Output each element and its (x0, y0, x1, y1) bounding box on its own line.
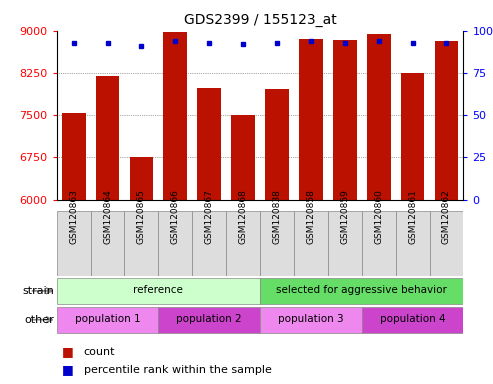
Bar (362, 211, 395, 276)
Text: strain: strain (22, 286, 54, 296)
Bar (328, 211, 362, 276)
Text: GSM120861: GSM120861 (408, 189, 417, 244)
Text: GSM120859: GSM120859 (340, 189, 350, 244)
Bar (57, 278, 260, 304)
Text: population 4: population 4 (380, 314, 445, 324)
Text: GSM120858: GSM120858 (306, 189, 316, 244)
Bar (265, 89, 289, 200)
Text: GSM120866: GSM120866 (171, 189, 180, 244)
Bar (158, 211, 192, 276)
Bar (429, 211, 463, 276)
Bar (362, 307, 463, 333)
Bar (226, 211, 260, 276)
Text: percentile rank within the sample: percentile rank within the sample (84, 365, 272, 375)
Bar (158, 307, 260, 333)
Text: GSM120863: GSM120863 (69, 189, 78, 244)
Text: GSM120860: GSM120860 (374, 189, 383, 244)
Text: GSM120868: GSM120868 (239, 189, 247, 244)
Text: ■: ■ (62, 345, 73, 358)
Text: GSM120862: GSM120862 (442, 189, 451, 244)
Bar (57, 211, 91, 276)
Bar (260, 307, 362, 333)
Text: population 1: population 1 (75, 314, 141, 324)
Bar (294, 211, 328, 276)
Bar (130, 157, 153, 200)
Bar (435, 41, 458, 200)
Text: GSM120838: GSM120838 (273, 189, 282, 244)
Text: selected for aggressive behavior: selected for aggressive behavior (276, 285, 447, 295)
Title: GDS2399 / 155123_at: GDS2399 / 155123_at (184, 13, 336, 27)
Bar (299, 39, 323, 200)
Bar (395, 211, 429, 276)
Bar (96, 76, 119, 200)
Bar (401, 73, 424, 200)
Bar (91, 211, 124, 276)
Bar (197, 88, 221, 200)
Text: GSM120864: GSM120864 (103, 189, 112, 244)
Bar (57, 307, 158, 333)
Text: ■: ■ (62, 364, 73, 377)
Bar (367, 34, 390, 200)
Bar (333, 40, 356, 200)
Text: other: other (25, 314, 54, 325)
Bar (260, 278, 463, 304)
Bar (164, 32, 187, 200)
Text: population 2: population 2 (176, 314, 242, 324)
Bar (62, 113, 85, 200)
Text: GSM120865: GSM120865 (137, 189, 146, 244)
Bar (124, 211, 158, 276)
Text: reference: reference (134, 285, 183, 295)
Text: population 3: population 3 (278, 314, 344, 324)
Bar (231, 115, 255, 200)
Text: count: count (84, 346, 115, 357)
Bar (192, 211, 226, 276)
Text: GSM120867: GSM120867 (205, 189, 214, 244)
Bar (260, 211, 294, 276)
